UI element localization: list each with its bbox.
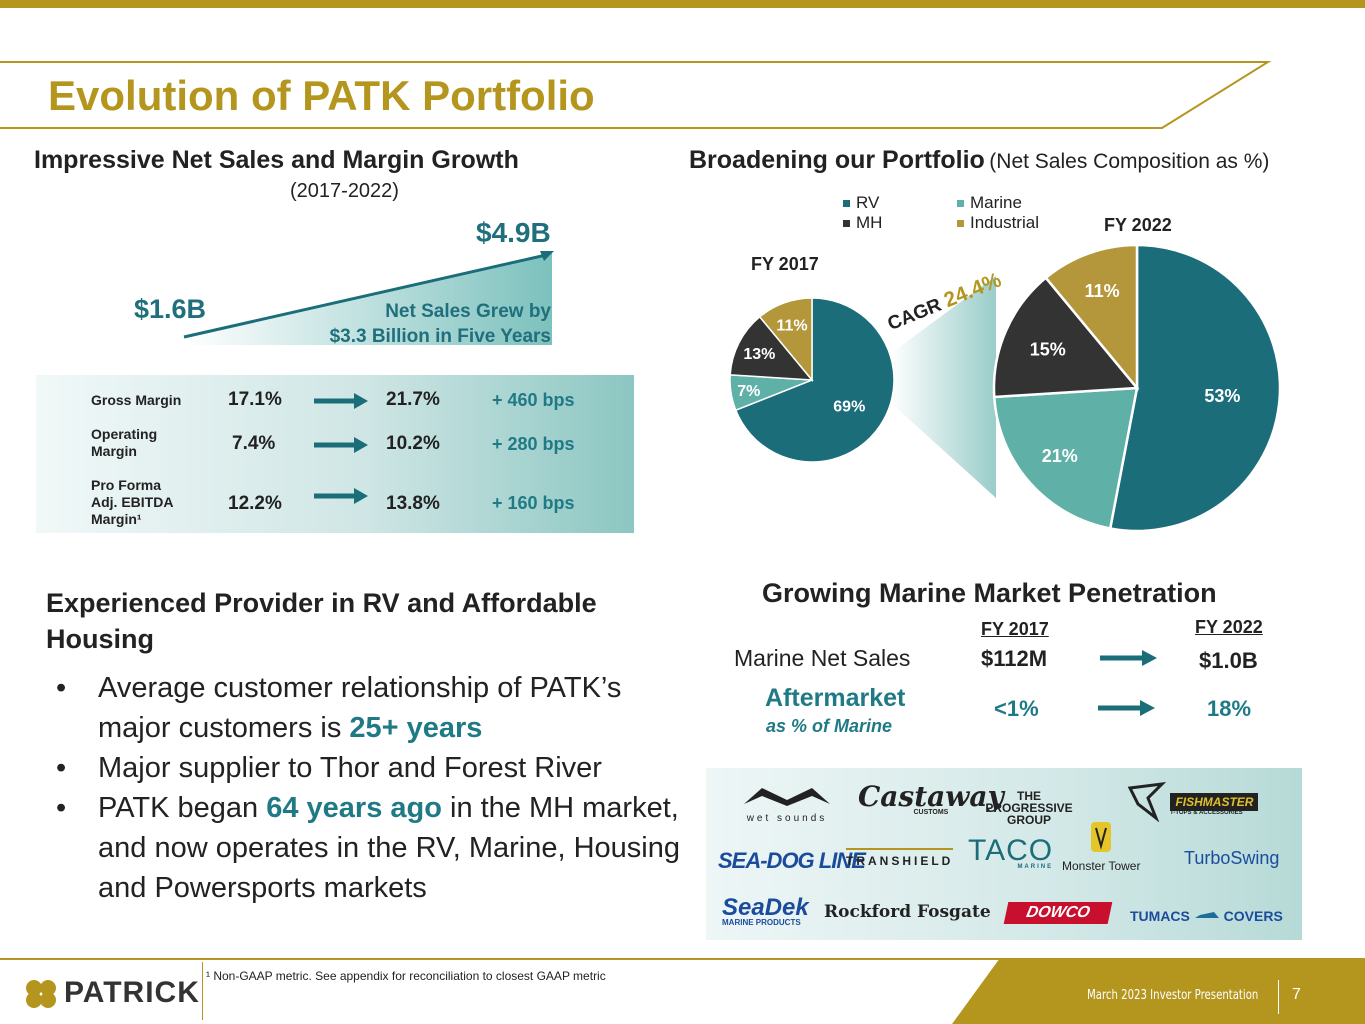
legend-swatch <box>957 200 964 208</box>
arrow-icon <box>1098 700 1155 716</box>
margin-table: Gross Margin 17.1% 21.7% + 460 bps Opera… <box>36 375 634 533</box>
start-value: $1.6B <box>134 294 207 324</box>
tower-icon <box>1091 822 1112 852</box>
metric-from: 17.1% <box>228 389 282 410</box>
growth-wedge <box>183 251 554 345</box>
footer-divider <box>202 962 203 1020</box>
taco-logo: TACO MARINE <box>968 834 1054 870</box>
title-underline <box>0 61 1272 129</box>
pie-slice-rv-2022 <box>1108 243 1282 533</box>
pie-slice-industrial-2022 <box>1044 243 1139 392</box>
transhield-logo: TRANSHIELD <box>846 848 954 868</box>
page-title: Evolution of PATK Portfolio <box>48 72 595 119</box>
legend-swatch <box>843 220 850 228</box>
tumacs-covers-logo: TUMACS COVERS <box>1130 908 1283 924</box>
seadek-logo: SeaDek MARINE PRODUCTS <box>722 894 809 927</box>
bullet-history: PATK began 64 years ago in the MH market… <box>46 788 696 908</box>
aftermarket-sublabel: as % of Marine <box>766 716 893 736</box>
wet-sounds-mark-icon <box>744 788 830 806</box>
portfolio-heading-bold: Broadening our Portfolio <box>689 146 985 174</box>
metric-change: + 280 bps <box>492 434 575 454</box>
housing-bullets: Average customer relationship of PATK’s … <box>46 668 696 908</box>
metric-label: Pro Forma Adj. EBITDA Margin¹ <box>91 477 174 527</box>
top-bar <box>0 0 1365 8</box>
arrow-icon <box>314 393 368 409</box>
pie-label-mh-2022: 15% <box>1030 339 1066 359</box>
legend-rv: RV <box>843 193 879 213</box>
metric-to: 13.8% <box>386 493 440 514</box>
end-value: $4.9B <box>476 217 551 248</box>
pie-label-rv-2022: 53% <box>1204 386 1240 406</box>
marine-net-sales-2017: $112M <box>981 646 1048 671</box>
seadogline-logo: SEA-DOG LINE <box>718 848 866 873</box>
arrow-icon <box>314 488 368 504</box>
pie-label-industrial-2022: 11% <box>1085 281 1120 301</box>
progressive-group-logo: THE PROGRESSIVE GROUP <box>985 789 1073 827</box>
legend-mh: MH <box>843 213 882 233</box>
boat-icon <box>1194 912 1219 918</box>
turboswing-logo: TurboSwing <box>1184 848 1280 868</box>
metric-to: 21.7% <box>386 389 440 410</box>
composition-pies: 69%7%13%11%53%21%15%11% <box>729 243 1282 533</box>
marine-net-sales-label: Marine Net Sales <box>734 645 911 671</box>
col-fy2017: FY 2017 <box>981 619 1049 639</box>
marlin-icon <box>1127 781 1167 823</box>
metric-change: + 460 bps <box>492 390 575 410</box>
fy2022-label: FY 2022 <box>1104 215 1172 235</box>
aftermarket-label: Aftermarket <box>765 684 906 712</box>
brand-logo-panel: wet sounds Castaway CUSTOMS THE PROGRESS… <box>706 768 1302 940</box>
pie-label-industrial-2017: 11% <box>776 317 807 334</box>
dowco-logo: DOWCO <box>1003 902 1113 924</box>
page-divider <box>1278 980 1279 1014</box>
metric-from: 7.4% <box>232 433 276 454</box>
footer-band <box>0 958 1365 1024</box>
col-fy2022: FY 2022 <box>1195 617 1263 637</box>
aftermarket-2017: <1% <box>994 696 1039 721</box>
company-wordmark: PATRICK <box>64 976 200 1009</box>
pie-slice-marine-2022 <box>992 386 1139 530</box>
rockford-fosgate-logo: Rockford Fosgate <box>824 902 991 922</box>
net-sales-heading: Impressive Net Sales and Margin Growth <box>34 146 519 174</box>
legend-industrial: Industrial <box>957 213 1039 233</box>
legend-swatch <box>843 200 850 208</box>
monster-tower-logo: Monster Tower <box>1062 820 1140 873</box>
castaway-logo: Castaway CUSTOMS <box>858 780 1004 816</box>
pie-label-marine-2022: 21% <box>1042 446 1078 466</box>
legend-swatch <box>957 220 964 228</box>
pie-slice-mh-2017 <box>729 315 814 381</box>
portfolio-heading: Broadening our Portfolio (Net Sales Comp… <box>689 146 1269 175</box>
fy2017-label: FY 2017 <box>751 254 819 274</box>
footnote: ¹ Non-GAAP metric. See appendix for reco… <box>206 969 606 983</box>
pie-slice-industrial-2017 <box>758 297 813 383</box>
pie-label-mh-2017: 13% <box>743 346 775 363</box>
bullet-supplier: Major supplier to Thor and Forest River <box>46 748 696 788</box>
aftermarket-2022: 18% <box>1207 696 1252 721</box>
metric-from: 12.2% <box>228 493 282 514</box>
metric-change: + 160 bps <box>492 493 575 513</box>
pie-slice-rv-2017 <box>734 297 895 463</box>
page-number: 7 <box>1292 986 1301 1003</box>
shamrock-logo-icon <box>26 980 56 1008</box>
pie-label-rv-2017: 69% <box>833 398 865 415</box>
growth-note-line1: Net Sales Grew by <box>385 301 551 322</box>
net-sales-subheading: (2017-2022) <box>290 180 399 202</box>
pie-label-marine-2017: 7% <box>737 383 760 400</box>
metric-label: Operating Margin <box>91 426 158 459</box>
arrow-icon <box>1100 650 1157 666</box>
presentation-label: March 2023 Investor Presentation <box>1087 988 1259 1003</box>
bullet-relationship: Average customer relationship of PATK’s … <box>46 668 696 748</box>
metric-label: Gross Margin <box>91 392 182 408</box>
growth-note-line2: $3.3 Billion in Five Years <box>329 326 551 347</box>
metric-to: 10.2% <box>386 433 440 454</box>
marine-net-sales-2022: $1.0B <box>1199 648 1258 673</box>
pie-slice-mh-2022 <box>992 276 1140 399</box>
arrow-icon <box>314 437 368 453</box>
fishmaster-logo: FISHMASTER T-TOPS & ACCESSORIES <box>1126 781 1259 823</box>
legend-marine: Marine <box>957 193 1022 213</box>
wet-sounds-logo: wet sounds <box>742 782 832 824</box>
portfolio-heading-normal: (Net Sales Composition as %) <box>989 150 1270 173</box>
marine-heading: Growing Marine Market Penetration <box>762 578 1217 608</box>
housing-heading: Experienced Provider in RV and Affordabl… <box>46 588 597 654</box>
